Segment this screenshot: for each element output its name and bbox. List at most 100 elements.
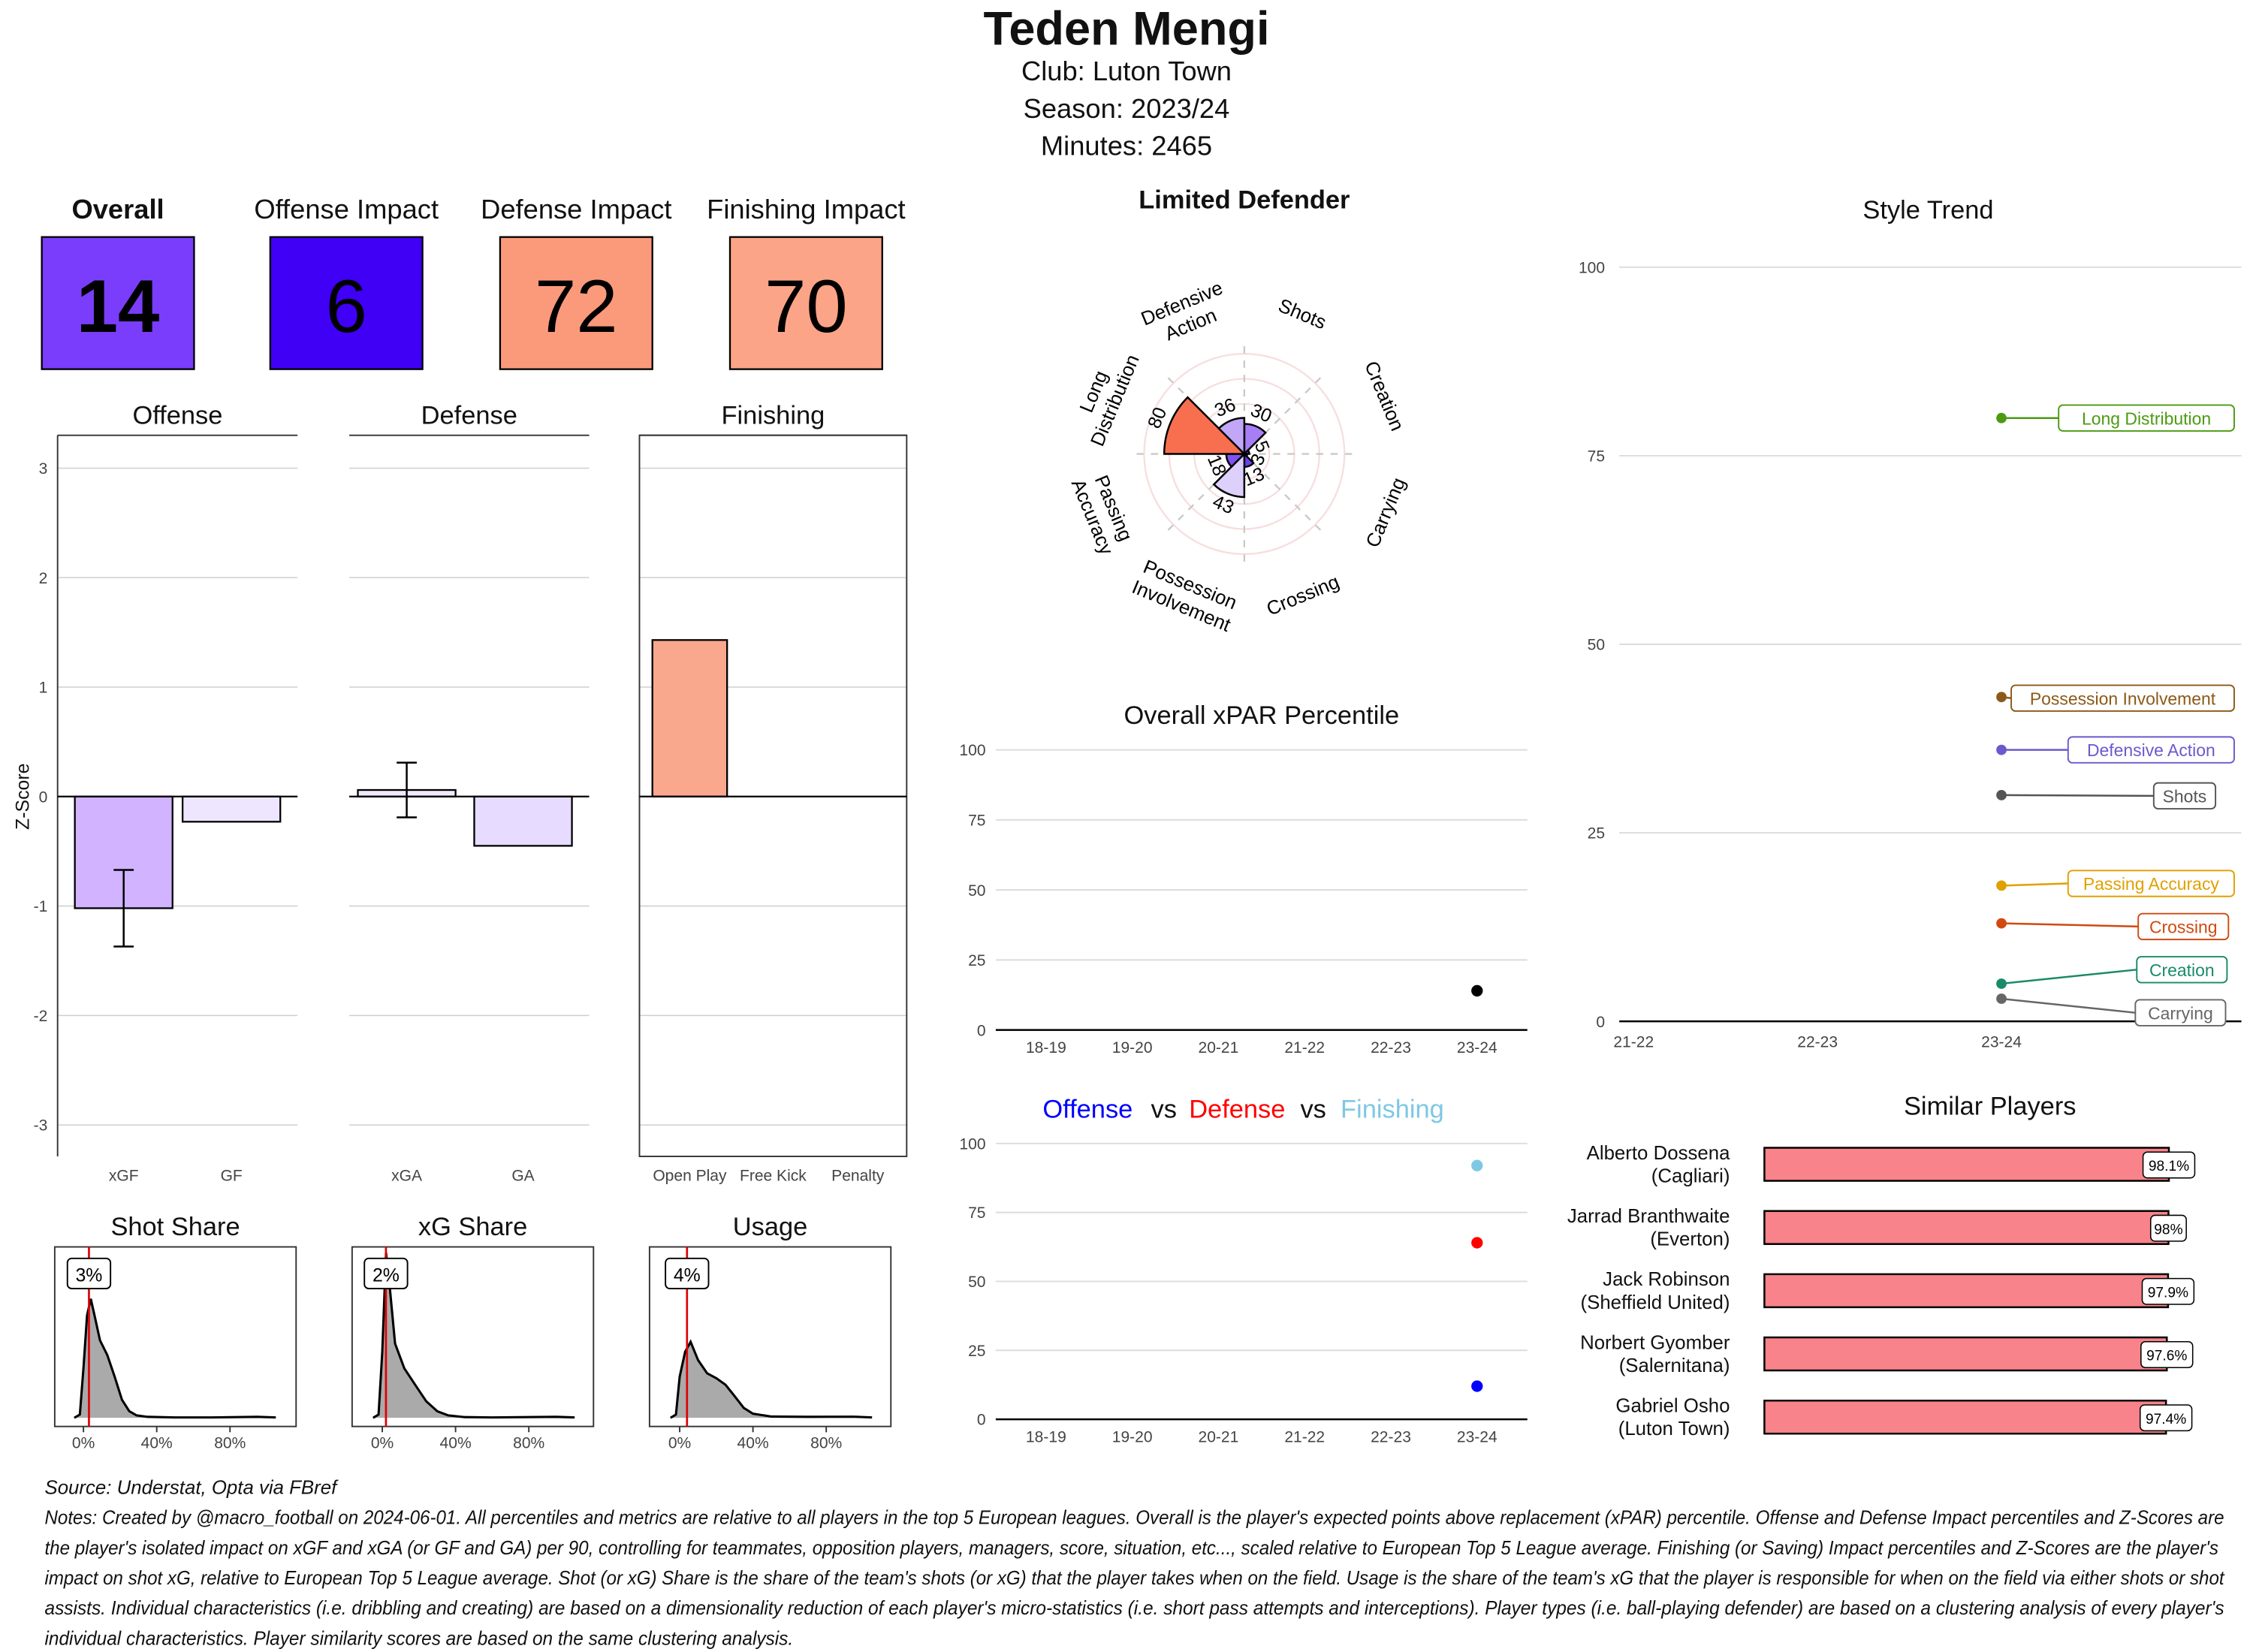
similarity-label: 97.9% xyxy=(2148,1285,2188,1301)
x-tick-label: 21-22 xyxy=(1284,1039,1325,1057)
similarity-bar xyxy=(1763,1147,2170,1182)
radar-wedge-defensive-action xyxy=(1217,417,1246,457)
notes-line: the player's isolated impact on xGF and … xyxy=(44,1538,2218,1559)
trend-label-box xyxy=(2067,736,2235,764)
minutes-line: Minutes: 2465 xyxy=(1041,131,1212,161)
impact-card-value: 14 xyxy=(77,265,160,348)
impact-card-label: Offense Impact xyxy=(254,194,439,225)
notes-line: Notes: Created by @macro_football on 202… xyxy=(44,1508,2224,1529)
y-tick-label: 100 xyxy=(959,742,985,759)
trend-point xyxy=(1996,692,2007,703)
value-label: 4% xyxy=(674,1265,701,1286)
header: Teden Mengi Club: Luton Town Season: 202… xyxy=(983,2,1269,161)
value-label-box xyxy=(665,1257,710,1289)
bar-open-play xyxy=(651,639,728,797)
similarity-label-box xyxy=(2141,1277,2195,1305)
x-tick-label: Free Kick xyxy=(740,1168,807,1185)
notes-line: assists. Individual characteristics (i.e… xyxy=(44,1598,2224,1619)
trend-label-box xyxy=(2010,684,2235,712)
similarity-bar xyxy=(1763,1336,2168,1372)
point-offense xyxy=(1471,1380,1483,1392)
x-tick-label: 22-23 xyxy=(1371,1039,1411,1057)
similar-player-club: (Luton Town) xyxy=(1618,1418,1730,1439)
similarity-label-box xyxy=(2139,1404,2193,1432)
y-tick-label: 75 xyxy=(1588,448,1605,466)
point-overall xyxy=(1471,984,1483,997)
density-area xyxy=(372,1253,575,1418)
y-tick-label: 75 xyxy=(968,1204,985,1222)
panel-title: Usage xyxy=(733,1213,808,1241)
trend-label-box xyxy=(2136,956,2228,984)
similarity-label-box xyxy=(2140,1341,2194,1368)
density-line xyxy=(74,1298,276,1419)
x-tick-label: 40% xyxy=(440,1434,472,1452)
y-tick-label: 0 xyxy=(977,1412,986,1429)
similar-player-name: Alberto Dossena xyxy=(1587,1143,1730,1164)
point-defense xyxy=(1471,1237,1483,1249)
y-axis-label: Z-Score xyxy=(12,764,33,830)
chart-title-part: Offense xyxy=(1042,1095,1133,1123)
trend-label: Carrying xyxy=(2148,1003,2213,1023)
chart-title: Limited Defender xyxy=(1139,185,1350,214)
chart-title: Overall xPAR Percentile xyxy=(1123,701,1399,730)
similar-player-row: Jack Robinson(Sheffield United) 97.9% xyxy=(1581,1269,2195,1313)
leader-line xyxy=(2001,882,2068,887)
panel-title: Offense xyxy=(132,401,222,430)
y-tick-label: 100 xyxy=(959,1135,985,1153)
player-name: Teden Mengi xyxy=(983,2,1269,55)
similarity-label: 97.4% xyxy=(2146,1412,2186,1427)
value-label-box xyxy=(66,1257,112,1289)
notes-line: individual characteristics. Player simil… xyxy=(44,1628,793,1649)
x-tick-label: xGA xyxy=(391,1168,422,1185)
similar-player-row: Gabriel Osho(Luton Town) 97.4% xyxy=(1615,1396,2193,1439)
x-tick-label: Open Play xyxy=(653,1168,727,1185)
x-tick-label: GF xyxy=(221,1168,243,1185)
y-tick-label: 0 xyxy=(39,788,48,806)
overall-xpar-chart: Overall xPAR Percentile 0 25 50 75 100 18-19 19… xyxy=(959,701,1528,1057)
impact-card-label: Finishing Impact xyxy=(707,194,906,225)
similar-player-name: Jack Robinson xyxy=(1603,1269,1730,1290)
radar-ring xyxy=(1143,353,1346,556)
trend-label-box xyxy=(2067,870,2235,897)
trend-point xyxy=(1996,744,2007,755)
y-tick-label: -2 xyxy=(34,1008,48,1025)
similar-player-club: (Salernitana) xyxy=(1619,1355,1730,1376)
trend-label: Shots xyxy=(2163,786,2207,806)
impact-card-box xyxy=(41,236,195,370)
similar-player-name: Norbert Gyomber xyxy=(1580,1332,1730,1353)
y-tick-label: 100 xyxy=(1579,259,1605,276)
trend-point xyxy=(1996,918,2007,929)
similar-player-row: Norbert Gyomber(Salernitana) 97.6% xyxy=(1580,1332,2194,1376)
similarity-label: 98% xyxy=(2154,1222,2182,1237)
value-label: 3% xyxy=(75,1265,102,1286)
similar-player-name: Gabriel Osho xyxy=(1615,1396,1730,1417)
x-tick-label: 23-24 xyxy=(1457,1039,1497,1057)
x-tick-label: 40% xyxy=(141,1434,173,1452)
trend-label-box xyxy=(2152,782,2217,809)
radar-wedge-possession-involvement xyxy=(1212,451,1246,499)
impact-card-box xyxy=(269,236,424,370)
y-tick-label: 25 xyxy=(968,952,985,969)
impact-cards: Overall 14 Offense Impact 6 Defense Impact 72… xyxy=(41,194,906,370)
trend-label: Passing Accuracy xyxy=(2083,874,2220,894)
density-line xyxy=(670,1339,873,1419)
chart-title: Style Trend xyxy=(1862,196,1993,225)
similarity-label: 98.1% xyxy=(2149,1159,2189,1174)
similarity-label: 97.6% xyxy=(2146,1349,2187,1364)
leader-line xyxy=(2001,997,2136,1014)
zscore-panel-defense: Defense xGA GA xyxy=(349,401,590,1185)
similarity-bar xyxy=(1763,1399,2167,1435)
x-tick-label: 19-20 xyxy=(1112,1429,1153,1446)
density-panel-usage: Usage 4% 0% 40% 80% xyxy=(648,1213,892,1452)
x-tick-label: 40% xyxy=(737,1434,769,1452)
trend-point xyxy=(1996,789,2007,800)
x-tick-label: 0% xyxy=(72,1434,95,1452)
similar-player-club: (Cagliari) xyxy=(1651,1165,1730,1186)
density-area xyxy=(670,1341,873,1418)
similar-player-row: Jarrad Branthwaite(Everton) 98% xyxy=(1567,1206,2187,1250)
impact-card-label: Overall xyxy=(71,194,164,225)
similarity-bar xyxy=(1763,1210,2170,1245)
style-trend-chart: Style Trend 0 25 50 75 100 21-22 22-23 23-24 Long… xyxy=(1579,196,2242,1051)
leader-line xyxy=(2001,922,2139,928)
y-tick-label: 50 xyxy=(968,882,985,900)
